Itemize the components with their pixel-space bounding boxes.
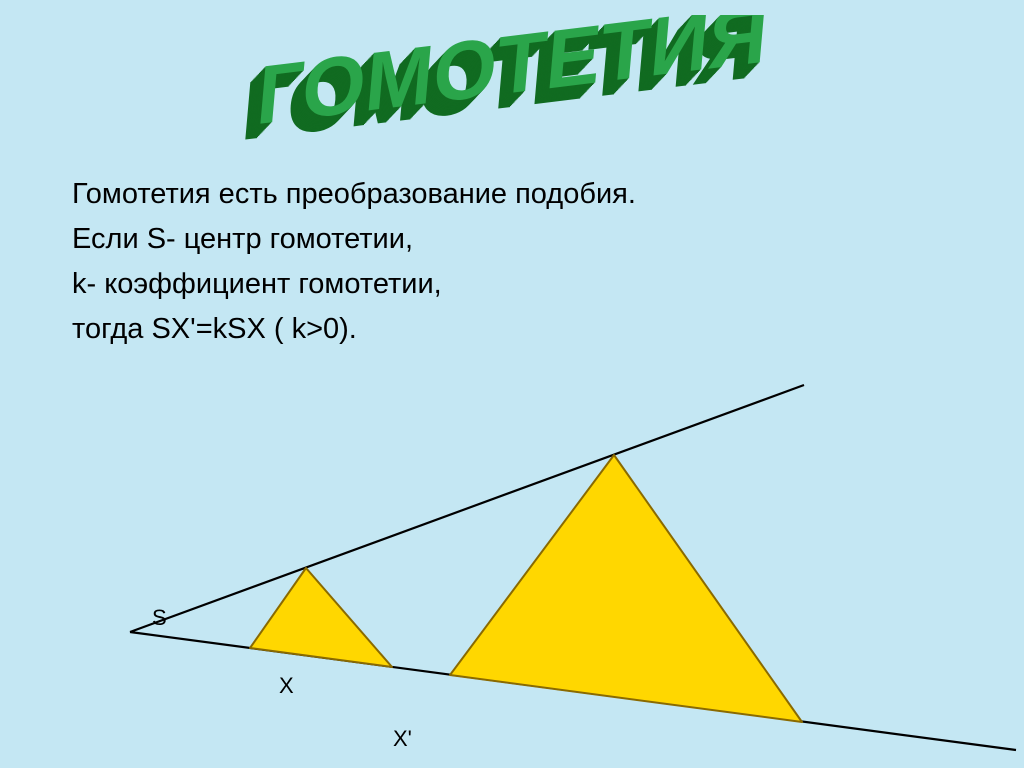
homothety-diagram: S X X' bbox=[0, 0, 1024, 768]
triangle-small bbox=[250, 568, 392, 667]
label-X-prime: X' bbox=[393, 726, 412, 751]
label-S: S bbox=[152, 605, 167, 630]
label-X: X bbox=[279, 673, 294, 698]
